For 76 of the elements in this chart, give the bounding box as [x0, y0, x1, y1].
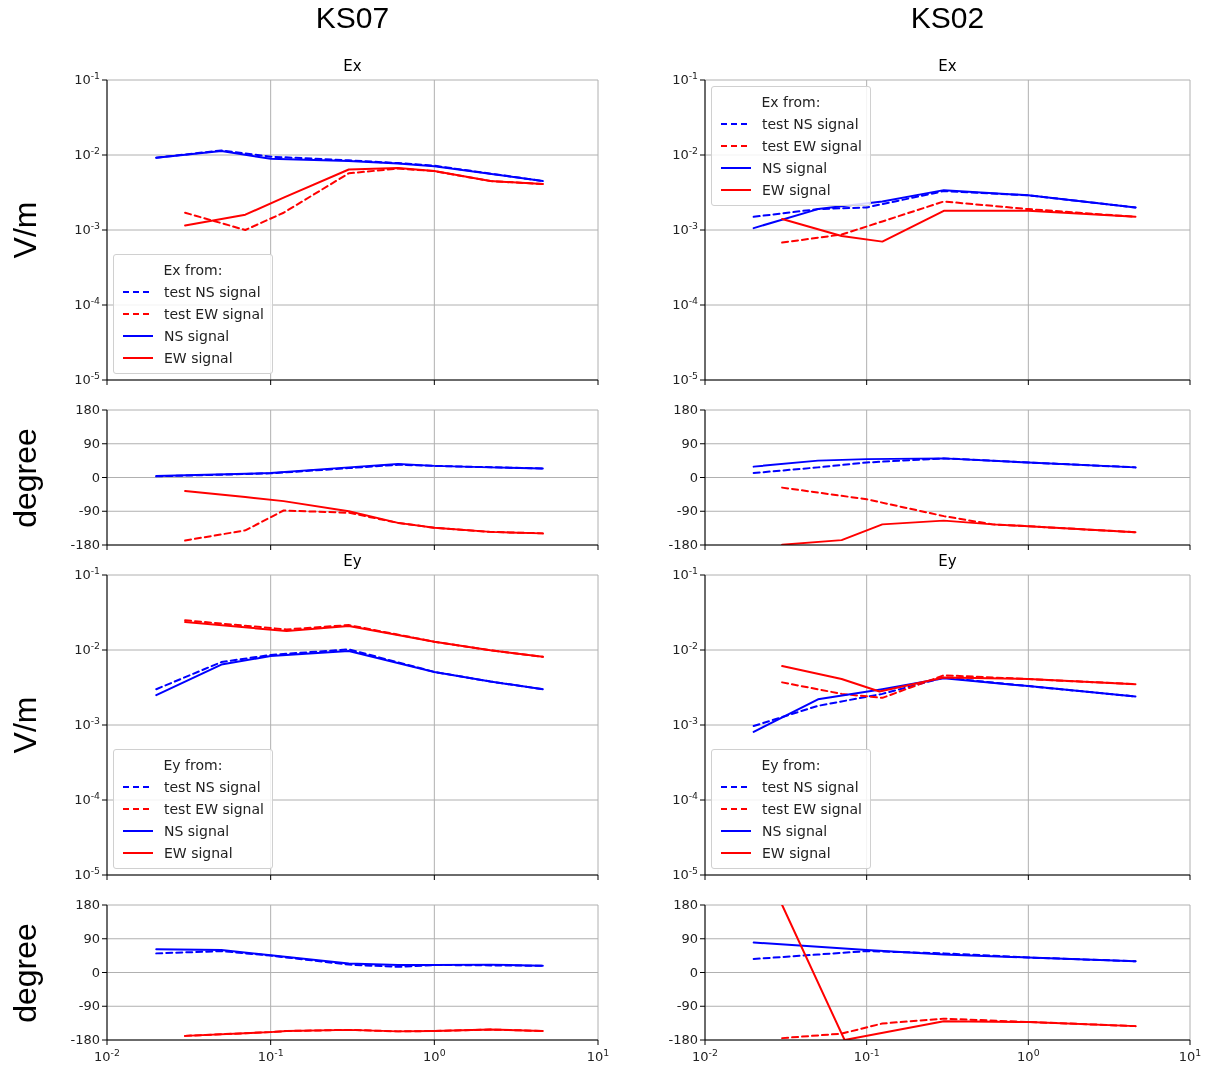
chart-title: KS02: [909, 1, 986, 35]
legend-label: test EW signal: [762, 137, 862, 156]
y-tick-label: 10$^{-2}$: [672, 639, 699, 657]
legend-label: NS signal: [762, 822, 828, 841]
chart-title: KS07: [314, 1, 391, 35]
y-tick-label: 10$^{-2}$: [74, 144, 101, 162]
y-tick-label: 180: [673, 402, 698, 417]
y-tick-label: 10$^{-4}$: [672, 789, 699, 807]
x-tick-label: 10$^{-1}$: [853, 1046, 880, 1064]
y-tick-label: 10$^{-1}$: [74, 564, 101, 582]
y-tick-label: 0: [91, 469, 100, 485]
y-tick-label: 90: [681, 435, 698, 451]
y-tick-label: -90: [676, 503, 698, 519]
y-tick-label: -90: [78, 998, 100, 1014]
x-tick-label: 10$^{0}$: [423, 1046, 446, 1064]
legend-title: Ex from:: [162, 261, 224, 280]
y-tick-label: 10$^{-3}$: [74, 714, 101, 732]
legend-label: EW signal: [164, 349, 233, 368]
legend-label: NS signal: [762, 159, 828, 178]
legend-label: EW signal: [762, 181, 831, 200]
legend-label: test NS signal: [164, 283, 261, 302]
y-axis-title: degree: [6, 921, 44, 1025]
y-tick-label: 10$^{-3}$: [672, 219, 699, 237]
y-tick-label: 90: [681, 930, 698, 946]
y-tick-label: 90: [83, 435, 100, 451]
y-tick-label: 10$^{-1}$: [74, 69, 101, 87]
legend-label: EW signal: [164, 844, 233, 863]
y-axis-title: V/m: [6, 200, 44, 261]
y-tick-label: 10$^{-2}$: [74, 639, 101, 657]
y-tick-label: 10$^{-4}$: [74, 294, 101, 312]
y-tick-label: 180: [75, 402, 100, 417]
y-tick-label: -180: [668, 537, 698, 552]
y-tick-label: 0: [689, 469, 698, 485]
legend-label: NS signal: [164, 822, 230, 841]
y-axis-title: V/m: [6, 695, 44, 756]
legend-label: test NS signal: [164, 778, 261, 797]
chart-title: Ey: [937, 552, 958, 570]
y-tick-label: 10$^{-4}$: [672, 294, 699, 312]
y-tick-label: 10$^{-3}$: [672, 714, 699, 732]
y-tick-label: 10$^{-1}$: [672, 69, 699, 87]
y-tick-label: 10$^{-1}$: [672, 564, 699, 582]
legend-label: test NS signal: [762, 778, 859, 797]
y-tick-label: 10$^{-5}$: [74, 864, 101, 882]
y-tick-label: 0: [91, 964, 100, 980]
y-tick-label: -180: [70, 1032, 100, 1047]
chart-subtitle: Ex: [342, 57, 363, 75]
y-tick-label: 10$^{-3}$: [74, 219, 101, 237]
legend-title: Ey from:: [760, 756, 822, 775]
y-tick-label: 0: [689, 964, 698, 980]
legend-label: test EW signal: [164, 305, 264, 324]
legend-label: EW signal: [762, 844, 831, 863]
legend-title: Ey from:: [162, 756, 224, 775]
y-tick-label: 180: [75, 897, 100, 912]
y-tick-label: 10$^{-4}$: [74, 789, 101, 807]
y-tick-label: -180: [70, 537, 100, 552]
y-tick-label: 10$^{-5}$: [74, 369, 101, 387]
y-tick-label: 90: [83, 930, 100, 946]
y-tick-label: -90: [78, 503, 100, 519]
x-tick-label: 10$^{-1}$: [257, 1046, 284, 1064]
y-tick-label: 10$^{-5}$: [672, 864, 699, 882]
y-tick-label: -180: [668, 1032, 698, 1047]
y-tick-label: 180: [673, 897, 698, 912]
x-tick-label: 10$^{1}$: [586, 1046, 610, 1064]
chart-title: Ey: [342, 552, 363, 570]
legend-title: Ex from:: [760, 93, 822, 112]
chart-subtitle: Ex: [937, 57, 958, 75]
y-tick-label: 10$^{-2}$: [672, 144, 699, 162]
y-tick-label: 10$^{-5}$: [672, 369, 699, 387]
x-tick-label: 10$^{1}$: [1178, 1046, 1202, 1064]
x-tick-label: 10$^{0}$: [1017, 1046, 1040, 1064]
legend-label: test EW signal: [164, 800, 264, 819]
legend-label: test NS signal: [762, 115, 859, 134]
legend-label: NS signal: [164, 327, 230, 346]
y-tick-label: -90: [676, 998, 698, 1014]
legend-label: test EW signal: [762, 800, 862, 819]
y-axis-title: degree: [6, 426, 44, 530]
